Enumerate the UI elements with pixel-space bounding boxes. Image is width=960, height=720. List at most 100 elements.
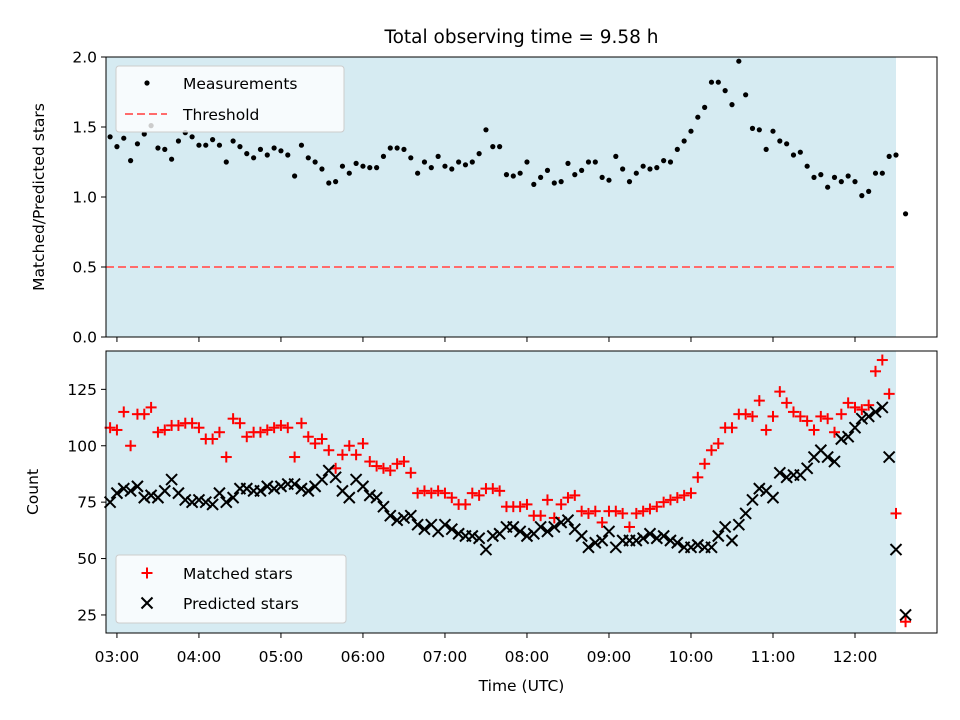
matched-star-point (815, 410, 827, 422)
x-tick-label: 03:00 (95, 648, 140, 666)
measurement-point (278, 148, 284, 154)
predicted-star-point (472, 532, 486, 545)
predicted-star-point (438, 518, 452, 531)
predicted-star-point (226, 491, 240, 504)
measurement-point (435, 153, 441, 159)
matched-star-point (869, 365, 881, 377)
matched-star-point (678, 489, 690, 501)
matched-star-point (494, 485, 506, 497)
predicted-star-point (240, 482, 253, 495)
measurement-point (688, 128, 694, 134)
matched-star-point (705, 444, 717, 456)
measurement-point (572, 172, 578, 178)
measurement-point (387, 145, 393, 151)
predicted-star-point (254, 484, 267, 498)
measurement-point (579, 167, 585, 173)
matched-star-point (446, 492, 458, 504)
bottom-x-ticks: 03:00 04:00 05:00 06:00 07:00 08:00 09:00 10:00… (95, 633, 877, 666)
measurement-point (681, 138, 687, 144)
legend-predicted-label: Predicted stars (183, 595, 299, 613)
predicted-star-point (267, 482, 281, 495)
matched-star-point (282, 422, 294, 434)
measurement-point (654, 165, 660, 171)
measurement-point (859, 193, 865, 199)
legend-matched-plus (141, 567, 153, 579)
measurement-point (661, 158, 667, 164)
matched-star-point (651, 501, 663, 513)
matched-star-point (234, 417, 246, 429)
measurement-point (449, 166, 455, 172)
matched-star-point (371, 460, 383, 472)
measurement-point (599, 174, 605, 180)
predicted-star-point (841, 430, 855, 443)
predicted-star-point (110, 486, 124, 500)
measurement-point (271, 145, 277, 151)
measurement-point (667, 159, 674, 165)
measurement-point (613, 153, 619, 159)
top-y-tick-label: 0.0 (72, 329, 97, 347)
measurement-point (374, 165, 380, 171)
measurement-point (790, 152, 797, 158)
matched-star-point (323, 444, 335, 456)
measurement-point (251, 155, 257, 161)
top-legend: Measurements Threshold (115, 65, 345, 133)
predicted-star-point (650, 532, 664, 545)
matched-star-point (261, 424, 273, 436)
matched-star-point (569, 489, 581, 501)
predicted-star-point (718, 520, 732, 534)
matched-star-point (801, 415, 813, 427)
matched-star-point (336, 449, 348, 461)
matched-star-point (794, 410, 806, 422)
measurement-point (770, 128, 776, 134)
matched-star-point (241, 431, 253, 443)
predicted-star-point (636, 532, 650, 545)
measurement-point (544, 167, 551, 173)
measurement-point (415, 170, 421, 176)
matched-star-point (172, 419, 184, 431)
matched-star-point (111, 424, 123, 436)
x-tick-label: 11:00 (751, 648, 796, 666)
measurement-point (647, 166, 653, 172)
predicted-star-point (773, 466, 787, 480)
measurement-point (353, 160, 359, 166)
top-y-tick-label: 2.0 (72, 49, 97, 67)
matched-star-point (384, 465, 396, 477)
predicted-star-point (712, 529, 725, 543)
predicted-star-point (220, 495, 233, 509)
measurement-point (797, 149, 803, 155)
matched-star-point (842, 397, 854, 409)
measurement-point (333, 179, 339, 185)
matched-star-point (521, 498, 533, 510)
matched-star-point (254, 426, 266, 438)
bottom-y-tick-label: 25 (77, 606, 97, 624)
predicted-star-point (397, 511, 411, 525)
matched-star-point (835, 408, 847, 420)
predicted-star-point (411, 518, 424, 531)
matched-star-point (900, 616, 912, 628)
bottom-panel: 25 50 75 100 125 03:00 04:00 05:00 06:00 07:00 08… (24, 350, 938, 695)
measurement-point (592, 159, 598, 165)
predicted-star-point (315, 473, 329, 486)
predicted-star-point (725, 534, 739, 547)
measurement-point (223, 159, 229, 165)
legend-matched-marker (141, 567, 153, 579)
matched-star-point (637, 505, 649, 517)
matched-star-point (159, 424, 171, 436)
matched-star-point (289, 451, 301, 463)
x-axis-label: Time (UTC) (478, 677, 565, 695)
matched-star-point (473, 489, 485, 501)
matched-star-point (412, 487, 424, 499)
matched-star-point (459, 498, 471, 510)
predicted-star-point (117, 482, 130, 495)
matched-star-point (316, 433, 328, 445)
measurement-point (818, 172, 824, 178)
matched-star-point (617, 507, 629, 519)
predicted-star-point (144, 489, 158, 502)
measurement-point (743, 92, 749, 98)
matched-star-point (767, 410, 779, 422)
bottom-y-axis-label: Count (24, 469, 42, 515)
matched-star-point (541, 494, 553, 506)
measurement-point (134, 141, 141, 147)
matched-star-point (596, 516, 608, 528)
